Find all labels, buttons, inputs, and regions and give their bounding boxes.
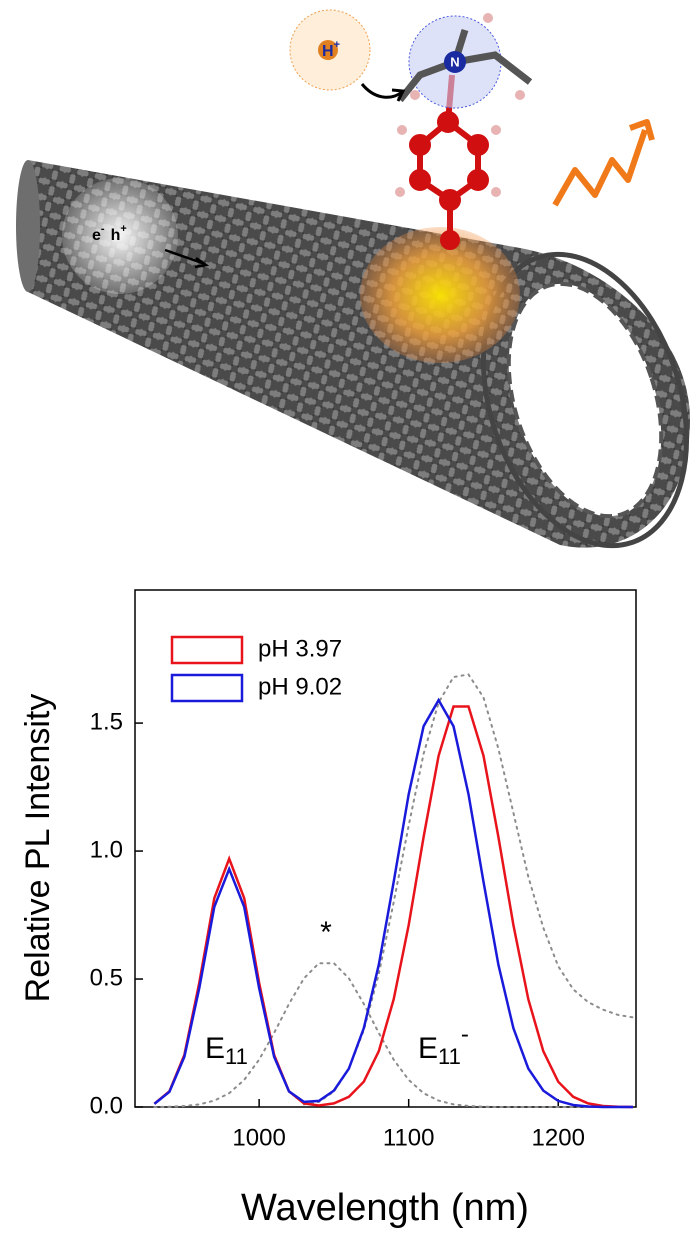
tube-opening-inner	[506, 281, 664, 519]
tube-end	[16, 160, 40, 292]
y-tick-label: 1.0	[90, 836, 123, 863]
illustration: e-h+ N H+	[16, 9, 690, 549]
x-axis-label: Wavelength (nm)	[241, 1187, 529, 1229]
electron-charge: -	[101, 223, 105, 235]
electron: e	[92, 227, 101, 244]
star-annotation: *	[320, 916, 332, 949]
exciton-glow	[62, 178, 178, 294]
defect-base: E	[418, 1032, 438, 1065]
x-tick-label: 1000	[232, 1124, 285, 1151]
series-line	[153, 697, 633, 1109]
y-tick-label: 0.0	[90, 1092, 123, 1119]
defect-sup: -	[461, 1021, 469, 1048]
hole-charge: +	[120, 223, 126, 235]
hole: h	[111, 227, 121, 244]
x-tick-label: 1200	[532, 1124, 585, 1151]
y-axis-label: Relative PL Intensity	[19, 694, 57, 1003]
proton-charge: +	[334, 39, 340, 51]
nitrogen-label: N	[450, 54, 459, 69]
molecule	[409, 74, 489, 250]
tube-opening	[480, 251, 690, 549]
proton-label: H+	[322, 39, 340, 60]
proton-symbol: H	[322, 43, 334, 60]
chart: Relative PL Intensity Wavelength (nm) * …	[19, 589, 637, 1229]
emission-arrow	[552, 119, 655, 207]
fit-curve	[153, 962, 634, 1108]
legend-label: pH 9.02	[258, 673, 342, 700]
plot-frame	[134, 589, 637, 1108]
nitrogen-atom	[444, 51, 466, 73]
y-tick-label: 0.5	[90, 964, 123, 991]
defect-glow	[360, 227, 520, 363]
nanotube	[28, 160, 690, 548]
y-tick-label: 1.5	[90, 708, 123, 735]
defect-label: E11-	[418, 1021, 469, 1068]
hydrogens	[395, 13, 525, 197]
fit-curve	[303, 673, 634, 1106]
peak-label: E11	[205, 1032, 248, 1069]
series-line	[153, 705, 634, 1109]
peak-base: E	[205, 1032, 225, 1065]
legend-swatch	[170, 635, 244, 665]
x-tick-label: 1100	[383, 1124, 435, 1151]
exciton-label: e-h+	[92, 223, 127, 244]
protonation-arrow	[360, 83, 406, 102]
exciton-arrow	[164, 248, 210, 269]
legend-label: pH 3.97	[258, 635, 342, 662]
proton	[318, 40, 338, 60]
legend-swatch	[170, 673, 244, 703]
peak-sub: 11	[225, 1044, 248, 1069]
defect-sub: 11	[438, 1044, 461, 1069]
